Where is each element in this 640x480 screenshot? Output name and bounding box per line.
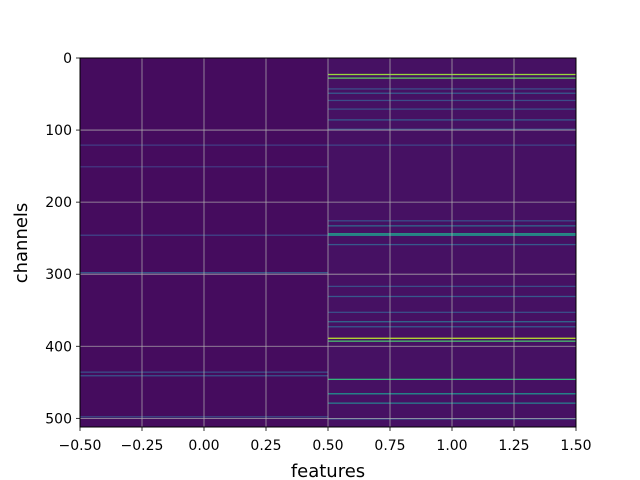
y-tick-label: 0 [63, 51, 72, 67]
x-tick-label: 0.25 [250, 438, 281, 454]
x-tick-label: −0.50 [59, 438, 102, 454]
y-tick-label: 400 [45, 339, 72, 355]
x-tick-label: 0.50 [312, 438, 343, 454]
y-tick-label: 200 [45, 195, 72, 211]
x-tick-label: 0.00 [188, 438, 219, 454]
x-tick-label: 1.00 [436, 438, 467, 454]
x-tick-label: 1.25 [498, 438, 529, 454]
y-tick-label: 300 [45, 267, 72, 283]
x-tick-label: 1.50 [560, 438, 591, 454]
x-axis-label: features [291, 461, 365, 480]
y-axis-label: channels [11, 203, 32, 284]
x-axis-ticks: −0.50 −0.25 0.00 0.25 0.50 0.75 1.00 1.25 1.50 [59, 427, 592, 454]
x-tick-label: 0.75 [374, 438, 405, 454]
y-tick-label: 100 [45, 123, 72, 139]
x-tick-label: −0.25 [121, 438, 164, 454]
y-tick-label: 500 [45, 411, 72, 427]
y-axis-ticks: 0 100 200 300 400 500 [45, 51, 80, 427]
